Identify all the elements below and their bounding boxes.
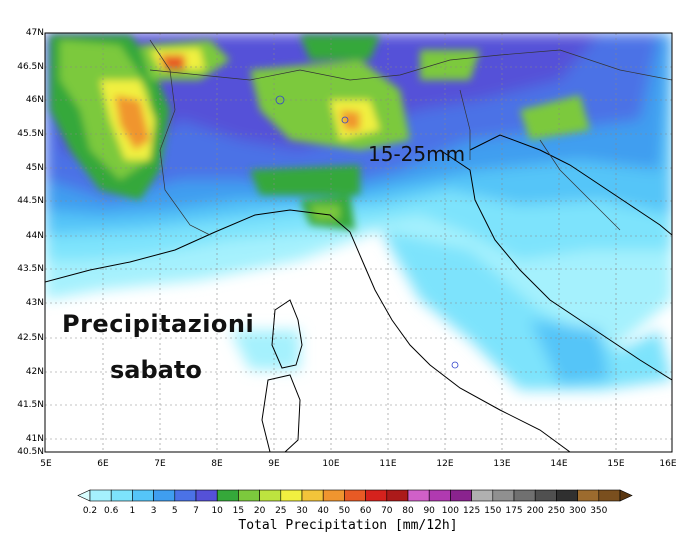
colorbar-arrow-high xyxy=(619,489,633,502)
colorbar-swatch xyxy=(577,489,600,502)
colorbar-tick-label: 20 xyxy=(253,506,266,516)
colorbar-swatch xyxy=(110,489,133,502)
colorbar-swatch xyxy=(195,489,218,502)
borders xyxy=(149,39,672,236)
colorbar-tick-label: 80 xyxy=(402,506,414,516)
colorbar-tick-label: 30 xyxy=(296,506,308,516)
annotation-precipitazioni: Precipitazioni xyxy=(62,310,255,338)
lon-tick-label: 11E xyxy=(379,459,397,469)
colorbar-swatch xyxy=(259,489,282,502)
colorbar-tick-label: 1 xyxy=(129,506,136,516)
colorbar-tick-label: 7 xyxy=(193,506,199,516)
colorbar-tick-label: 0.6 xyxy=(104,506,119,516)
colorbar-tick-label: 70 xyxy=(381,506,393,516)
lat-tick-label: 40.5N xyxy=(17,447,44,457)
colorbar-swatch xyxy=(513,489,536,502)
colorbar-swatch xyxy=(280,489,303,502)
colorbar-tick-label: 200 xyxy=(526,506,544,516)
lon-tick-label: 12E xyxy=(436,459,454,469)
lat-tick-label: 46N xyxy=(25,95,44,105)
colorbar-arrow-low xyxy=(77,489,91,502)
lon-tick-label: 14E xyxy=(550,459,568,469)
lat-tick-label: 43.5N xyxy=(17,264,44,274)
lon-tick-label: 13E xyxy=(493,459,511,469)
colorbar-tick-label: 25 xyxy=(275,506,287,516)
colorbar-swatch xyxy=(174,489,197,502)
colorbar-tick-label: 150 xyxy=(484,506,502,516)
colorbar-tick-label: 90 xyxy=(423,506,435,516)
colorbar xyxy=(77,489,633,502)
colorbar-swatch xyxy=(492,489,515,502)
colorbar-swatch xyxy=(365,489,388,502)
colorbar-tick-label: 5 xyxy=(171,506,178,516)
colorbar-swatch xyxy=(322,489,345,502)
colorbar-tick-label: 10 xyxy=(211,506,223,516)
colorbar-swatch xyxy=(471,489,494,502)
annotation-sabato: sabato xyxy=(110,356,202,384)
colorbar-tick-label: 0.2 xyxy=(82,506,98,516)
colorbar-tick-label: 40 xyxy=(317,506,329,516)
plot-frame xyxy=(44,32,673,453)
lat-tick-label: 41N xyxy=(25,434,44,444)
colorbar-swatch xyxy=(450,489,472,502)
colorbar-swatch xyxy=(428,489,451,502)
lat-tick-label: 45.5N xyxy=(17,129,44,139)
lon-tick-label: 5E xyxy=(40,459,52,469)
colorbar-title: Total Precipitation [mm/12h] xyxy=(238,518,458,533)
colorbar-tick-label: 50 xyxy=(338,506,351,516)
colorbar-swatch xyxy=(132,489,154,502)
colorbar-swatch xyxy=(407,489,430,502)
lat-tick-label: 41.5N xyxy=(17,400,44,410)
colorbar-tick-label: 15 xyxy=(232,506,245,516)
colorbar-swatch xyxy=(386,489,409,502)
lat-tick-label: 42.5N xyxy=(17,333,44,343)
colorbar-tick-label: 350 xyxy=(590,506,608,516)
coastlines xyxy=(45,134,672,452)
lakes xyxy=(275,95,459,369)
colorbar-swatch xyxy=(153,489,176,502)
colorbar-tick-label: 100 xyxy=(441,506,459,516)
lat-tick-label: 42N xyxy=(25,367,44,377)
precipitation-field xyxy=(45,33,672,452)
colorbar-swatch xyxy=(89,489,112,502)
lat-tick-label: 44.5N xyxy=(17,196,44,206)
colorbar-swatch xyxy=(534,489,557,502)
lat-tick-label: 44N xyxy=(25,231,44,241)
lon-tick-label: 10E xyxy=(322,459,340,469)
annotation-range: 15-25mm xyxy=(368,142,466,166)
colorbar-tick-label: 250 xyxy=(547,506,565,516)
colorbar-tick-label: 125 xyxy=(463,506,481,516)
colorbar-tick-label: 175 xyxy=(505,506,523,516)
lon-tick-label: 16E xyxy=(659,459,677,469)
lon-tick-label: 6E xyxy=(97,459,109,469)
lat-tick-label: 43N xyxy=(25,298,44,308)
colorbar-tick-label: 60 xyxy=(359,506,372,516)
colorbar-swatch xyxy=(216,489,239,502)
lat-tick-label: 47N xyxy=(25,28,44,38)
colorbar-swatch xyxy=(344,489,366,502)
lat-tick-label: 45N xyxy=(25,163,44,173)
lon-tick-label: 8E xyxy=(211,459,223,469)
colorbar-swatch xyxy=(598,489,621,502)
lon-tick-label: 7E xyxy=(154,459,166,469)
lon-tick-label: 15E xyxy=(607,459,625,469)
colorbar-tick-label: 300 xyxy=(569,506,587,516)
lat-tick-label: 46.5N xyxy=(17,62,44,72)
lon-tick-label: 9E xyxy=(268,459,280,469)
colorbar-swatch xyxy=(238,489,260,502)
colorbar-swatch xyxy=(556,489,578,502)
colorbar-swatch xyxy=(301,489,324,502)
colorbar-tick-label: 3 xyxy=(150,506,157,516)
